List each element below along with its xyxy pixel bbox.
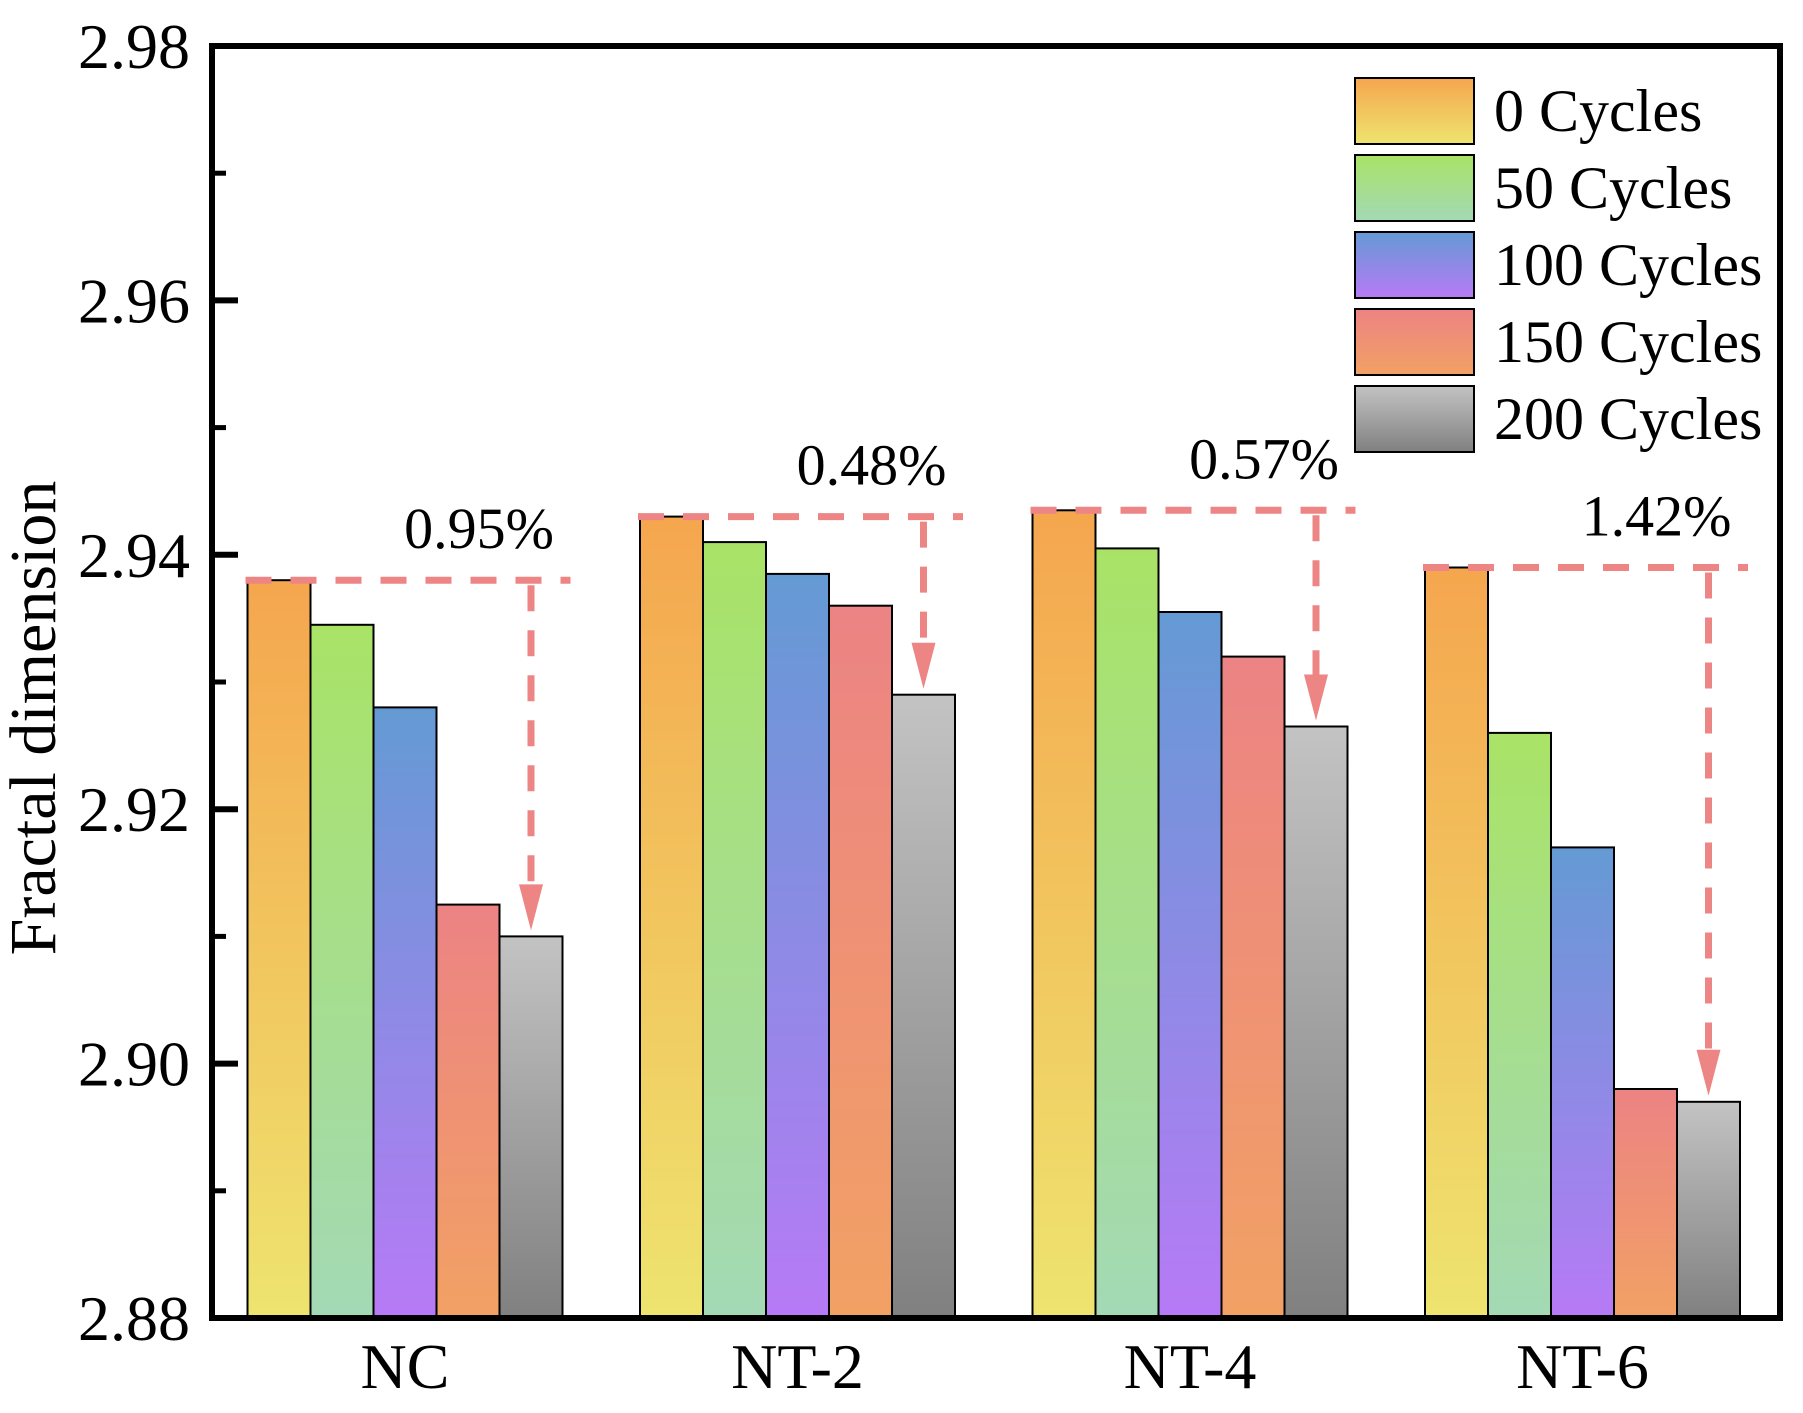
y-axis: 2.88 2.90 2.92 2.94 2.96 2.98 (78, 11, 238, 1354)
y-tick-label: 2.90 (78, 1029, 190, 1100)
legend-swatch-50-cycles (1354, 154, 1475, 222)
annotation-nt-6: 1.42% (1423, 484, 1748, 1096)
y-tick-label: 2.94 (78, 520, 190, 591)
annotation-percent-label: 0.57% (1189, 426, 1339, 491)
annotation-arrowhead (519, 884, 543, 931)
annotation-nc: 0.95% (245, 496, 571, 931)
legend-swatch-100-cycles (1354, 231, 1475, 299)
bar-NT-2-150-cycles (828, 604, 893, 1319)
annotation-percent-label: 1.42% (1582, 484, 1732, 549)
bar-NT-6-50-cycles (1487, 731, 1552, 1319)
y-tick-label: 2.88 (78, 1283, 190, 1354)
legend-label-50-cycles: 50 Cycles (1494, 155, 1732, 221)
annotation-arrowhead (911, 642, 936, 689)
y-tick-label: 2.98 (78, 11, 190, 82)
legend-label-200-cycles: 200 Cycles (1494, 386, 1762, 452)
y-axis-title: Fractal dimension (0, 481, 70, 956)
y-tick-label: 2.96 (78, 265, 190, 336)
bar-NC-150-cycles (435, 903, 501, 1319)
bar-NC-0-cycles (246, 579, 312, 1319)
bar-NT-6-0-cycles (1424, 566, 1489, 1319)
bar-NT-6-150-cycles (1613, 1088, 1678, 1319)
annotation-nt-4: 0.57% (1030, 426, 1356, 721)
x-category-label: NT-4 (1124, 1331, 1257, 1402)
annotation-arrowhead (1304, 674, 1328, 721)
annotation-percent-label: 0.95% (404, 496, 554, 561)
legend-label-100-cycles: 100 Cycles (1494, 232, 1762, 298)
bar-NT-4-200-cycles (1283, 725, 1349, 1319)
annotation-arrowhead (1696, 1049, 1721, 1096)
y-tick-label: 2.92 (78, 774, 190, 845)
bar-NT-4-50-cycles (1094, 547, 1160, 1319)
legend-swatch-0-cycles (1354, 77, 1475, 145)
bar-NT-2-50-cycles (702, 541, 767, 1319)
legend-swatch-200-cycles (1354, 385, 1475, 453)
legend-label-150-cycles: 150 Cycles (1494, 309, 1762, 375)
annotation-nt-2: 0.48% (638, 433, 963, 689)
bars-group (246, 509, 1741, 1320)
legend: 0 Cycles 50 Cycles 100 Cycles 150 Cycles 200… (1354, 77, 1762, 453)
legend-label-0-cycles: 0 Cycles (1494, 78, 1702, 144)
bar-NT-2-200-cycles (891, 693, 956, 1319)
x-category-label: NT-2 (731, 1331, 864, 1402)
bar-NT-6-200-cycles (1676, 1100, 1741, 1320)
bar-NT-4-150-cycles (1220, 655, 1286, 1319)
bar-NT-6-100-cycles (1550, 846, 1615, 1320)
bar-NC-50-cycles (309, 623, 375, 1319)
bar-NT-4-0-cycles (1031, 509, 1097, 1319)
legend-swatch-150-cycles (1354, 308, 1475, 376)
x-category-label: NC (361, 1331, 450, 1402)
bar-NT-2-0-cycles (639, 515, 704, 1319)
annotation-percent-label: 0.48% (797, 433, 947, 498)
bar-NC-100-cycles (372, 706, 438, 1319)
x-category-label: NT-6 (1516, 1331, 1649, 1402)
bar-NC-200-cycles (498, 935, 564, 1320)
bar-NT-4-100-cycles (1157, 611, 1223, 1319)
bar-NT-2-100-cycles (765, 572, 830, 1319)
